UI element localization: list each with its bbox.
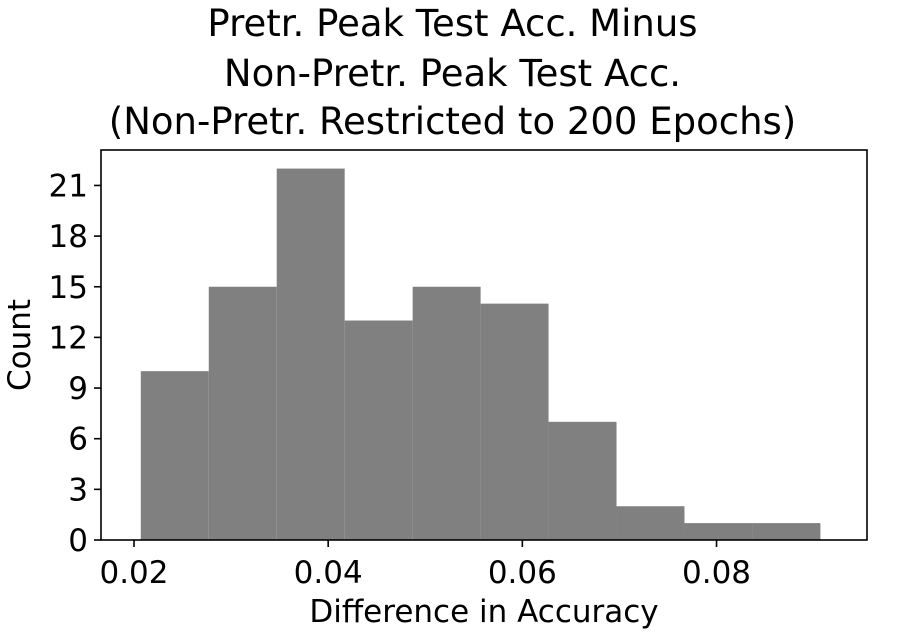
y-tick-label: 18	[49, 219, 88, 255]
histogram-bar-5	[480, 303, 549, 540]
chart-title-line-3: (Non-Pretr. Restricted to 200 Epochs)	[108, 100, 797, 143]
histogram-bar-2	[276, 168, 345, 541]
y-tick-label: 3	[68, 472, 88, 508]
histogram-bar-4	[412, 286, 481, 540]
histogram-bars	[140, 168, 821, 541]
y-tick-label: 15	[49, 270, 88, 306]
x-tick-label: 0.02	[99, 555, 168, 591]
x-tick-label: 0.06	[488, 555, 557, 591]
x-axis-label: Difference in Accuracy	[309, 594, 658, 630]
y-tick-label: 12	[49, 320, 88, 356]
histogram-bar-7	[616, 506, 685, 540]
axes-frame	[100, 149, 868, 541]
y-tick-label: 6	[68, 422, 88, 458]
y-axis-label: Count	[2, 299, 38, 391]
histogram-bar-6	[548, 421, 617, 540]
histogram-bar-0	[140, 371, 209, 540]
x-tick-label: 0.04	[294, 555, 363, 591]
x-axis-ticks: 0.02 0.04 0.06 0.08	[99, 540, 751, 591]
y-axis-ticks: 0 3 6 9 12 15 18 21	[49, 168, 101, 559]
histogram-bar-3	[344, 320, 413, 540]
histogram-bar-1	[208, 286, 277, 540]
y-tick-label: 0	[68, 523, 88, 559]
histogram-bar-9	[752, 523, 821, 540]
chart-title-line-2: Non-Pretr. Peak Test Acc.	[223, 52, 682, 95]
y-tick-label: 9	[68, 371, 88, 407]
x-tick-label: 0.08	[682, 555, 751, 591]
chart-title-line-1: Pretr. Peak Test Acc. Minus	[207, 2, 698, 45]
y-tick-label: 21	[49, 168, 88, 204]
histogram-bar-8	[684, 523, 753, 540]
